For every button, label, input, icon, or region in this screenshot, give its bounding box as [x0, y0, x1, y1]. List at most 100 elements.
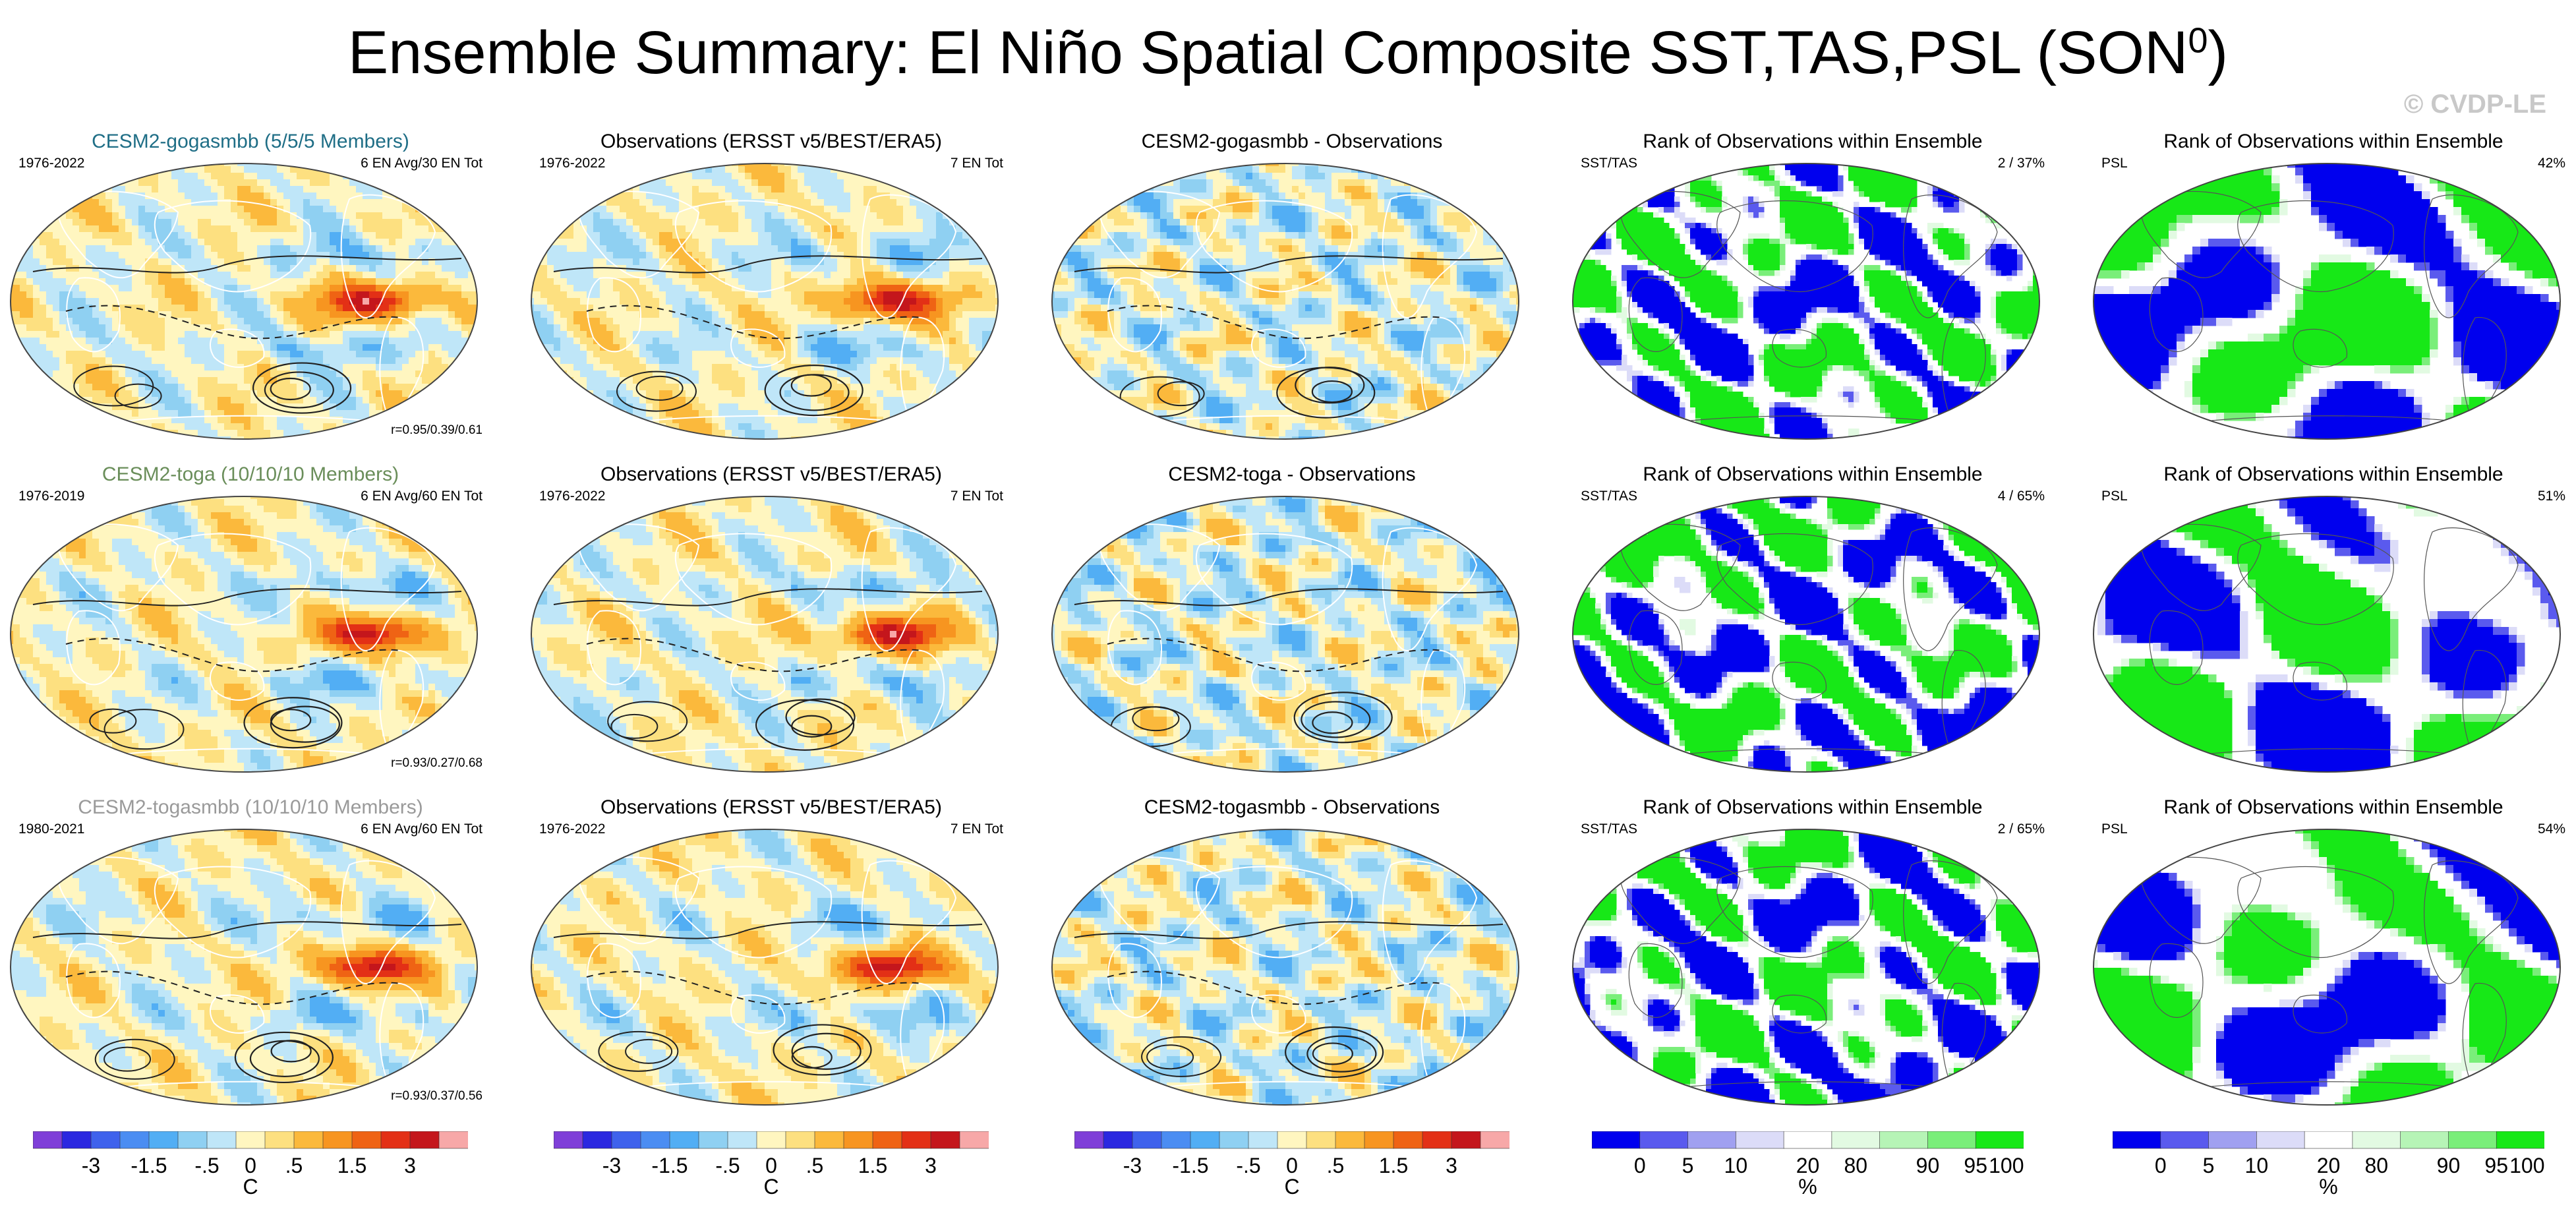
colorbar-swatch — [2400, 1131, 2449, 1149]
coastline — [105, 415, 390, 424]
coastline — [210, 328, 265, 368]
psl-contour — [94, 1038, 175, 1080]
coastline — [1382, 527, 1477, 651]
map-field — [11, 496, 477, 772]
psl-contour — [270, 705, 340, 743]
coastline — [1620, 856, 1741, 944]
coastline — [2424, 194, 2519, 318]
psl-contour-zero — [553, 255, 983, 274]
psl-contour — [243, 697, 343, 749]
colorbar-swatch — [1639, 1131, 1689, 1149]
main-title-close: ) — [2208, 19, 2229, 86]
panel-title: Rank of Observations within Ensemble — [1569, 131, 2057, 153]
coastline — [154, 533, 312, 626]
coastline — [2149, 610, 2204, 685]
colorbar-tick-label: 20 — [2317, 1154, 2341, 1178]
main-title: Ensemble Summary: El Niño Spatial Compos… — [0, 18, 2576, 88]
psl-contour — [114, 383, 162, 409]
colorbar-tick-label: 0 — [765, 1154, 777, 1178]
panel-period-label: 1976-2022 — [18, 156, 84, 171]
psl-contour-negative — [1107, 970, 1444, 1005]
colorbar-tick-label: 0 — [2155, 1154, 2167, 1178]
panel-count-label: 7 EN Tot — [951, 489, 1003, 504]
panel-period-label: 1976-2022 — [539, 156, 605, 171]
coastline — [1382, 860, 1477, 984]
colorbar-tick-label: -.5 — [715, 1154, 740, 1178]
psl-contour — [270, 377, 311, 401]
coastline — [1628, 277, 1683, 352]
colorbar-tick-label: 95 — [2484, 1154, 2508, 1178]
colorbar-tick-label: .5 — [806, 1154, 824, 1178]
colorbar-swatch — [322, 1131, 353, 1149]
coastline — [2237, 866, 2394, 959]
pattern-correlation: r=0.95/0.39/0.61 — [391, 423, 483, 438]
colorbar-tick-label: 5 — [1682, 1154, 1694, 1178]
coastline — [154, 200, 312, 293]
coastline — [1098, 856, 1220, 945]
psl-contour — [1306, 1035, 1377, 1073]
panel-title: Observations (ERSST v5/BEST/ERA5) — [527, 131, 1015, 153]
panel-title: CESM2-gogasmbb - Observations — [1048, 131, 1536, 153]
coastline — [587, 610, 641, 686]
psl-contour — [1146, 1044, 1194, 1070]
psl-contour-negative — [1107, 305, 1444, 340]
panel-title: CESM2-togasmbb - Observations — [1048, 796, 1536, 819]
panel-count-label: 2 / 65% — [1998, 821, 2045, 837]
colorbar-swatch — [1364, 1131, 1394, 1149]
colorbar-swatch — [2496, 1131, 2544, 1149]
robinson-map — [1572, 829, 2040, 1106]
coastline — [2293, 328, 2347, 368]
coastline — [861, 194, 956, 318]
panel-period-label: PSL — [2101, 156, 2128, 171]
coastline — [587, 943, 641, 1019]
colorbar-tick-label: 1.5 — [337, 1154, 366, 1178]
robinson-map — [10, 829, 478, 1106]
rank-psl-panel-row3: Rank of Observations within Ensemble PSL 5… — [2090, 791, 2576, 1121]
coastline — [674, 200, 833, 293]
psl-contour-negative — [65, 305, 403, 340]
coastline — [626, 1081, 910, 1090]
rank-psl-panel-row2: Rank of Observations within Ensemble PSL 5… — [2090, 458, 2576, 788]
coastline — [2237, 533, 2394, 626]
robinson-map — [10, 496, 478, 773]
panel-title: CESM2-toga (10/10/10 Members) — [7, 463, 494, 486]
colorbar-tick-label: -3 — [82, 1154, 100, 1178]
psl-contour-zero — [32, 921, 462, 939]
map-field — [1052, 163, 1519, 439]
psl-contour-zero — [32, 588, 462, 607]
robinson-map — [2093, 163, 2561, 440]
panel-period-label: 1976-2022 — [539, 821, 605, 837]
colorbar-swatch — [1927, 1131, 1977, 1149]
main-title-superscript: 0 — [2188, 20, 2208, 60]
colorbar-unit: % — [2319, 1175, 2337, 1199]
psl-contour-negative — [586, 970, 923, 1005]
coastline — [577, 856, 699, 945]
colorbar-swatch — [669, 1131, 699, 1149]
map-field — [531, 496, 998, 772]
map-field — [1573, 496, 2039, 772]
panel-title: CESM2-togasmbb (10/10/10 Members) — [7, 796, 494, 819]
map-field — [1052, 496, 1519, 772]
colorbar-swatch — [640, 1131, 670, 1149]
colorbar-swatch — [872, 1131, 902, 1149]
colorbar-swatch — [1879, 1131, 1929, 1149]
colorbar-swatch — [1592, 1131, 1641, 1149]
colorbar-tick-label: 90 — [1916, 1154, 1940, 1178]
map-border — [2093, 163, 2561, 440]
colorbar-tick-label: 10 — [2245, 1154, 2269, 1178]
coastline — [1628, 610, 1683, 685]
coastline — [1772, 994, 1827, 1034]
psl-contour — [625, 1038, 673, 1064]
robinson-map — [531, 496, 999, 773]
panel-period-label: SST/TAS — [1581, 821, 1637, 837]
colorbar-tick-label: -3 — [1123, 1154, 1142, 1178]
coastline — [1146, 1081, 1431, 1090]
colorbar-swatch — [1783, 1131, 1832, 1149]
coastline — [2424, 527, 2519, 651]
psl-contour-zero — [1074, 255, 1504, 274]
panel-count-label: 54% — [2538, 821, 2565, 837]
panel-period-label: PSL — [2101, 821, 2128, 837]
psl-contour — [103, 1046, 152, 1072]
map-border — [1051, 163, 1519, 440]
panel-period-label: 1980-2021 — [18, 821, 84, 837]
